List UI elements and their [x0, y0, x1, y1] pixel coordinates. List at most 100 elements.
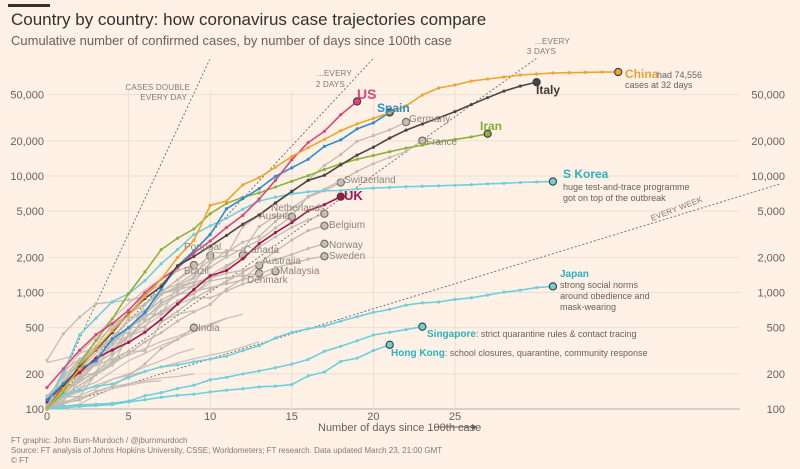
y-axis-left: 100 200 500 1,000 2,000 5,000 10,000 20,000 50,0… — [10, 90, 44, 416]
data-point-spain — [257, 186, 261, 191]
data-point-uk — [290, 220, 294, 225]
data-point-germany — [45, 394, 49, 398]
data-point-netherlands — [290, 225, 294, 229]
data-point-netherlands — [159, 301, 163, 306]
data-point-norway — [273, 258, 278, 262]
data-point-australia — [143, 340, 147, 344]
data-point-iran — [208, 212, 212, 216]
data-point-singapore — [290, 362, 294, 366]
data-point-malaysia — [257, 277, 261, 281]
data-point-hong-kong — [306, 374, 310, 378]
singapore-name: Singapore — [427, 329, 476, 340]
series-line-singapore — [46, 325, 423, 409]
label-denmark: Denmark — [247, 275, 289, 286]
data-point-austria — [175, 289, 180, 294]
data-point-italy — [388, 136, 392, 140]
note-japan-2: around obedience and — [560, 291, 650, 301]
label-hong-kong: Hong Kong: school closures, quarantine, … — [391, 348, 647, 359]
y-tick-label-left: 1,000 — [16, 288, 44, 300]
end-marker-norway — [320, 239, 329, 248]
data-point-canada — [61, 399, 65, 403]
data-point-germany — [175, 282, 180, 286]
data-point-japan — [175, 363, 180, 367]
data-point-norway — [290, 252, 294, 257]
data-point-austria — [110, 351, 114, 355]
y-tick-label-right: 50,000 — [751, 90, 785, 102]
data-point-singapore — [175, 386, 180, 391]
data-point-iran — [290, 179, 294, 183]
data-point-austria — [257, 238, 261, 242]
data-point-japan — [420, 301, 424, 305]
data-point-switzerland — [208, 251, 212, 255]
data-point-singapore — [404, 328, 408, 332]
label-norway: Norway — [329, 240, 363, 251]
data-point-netherlands — [306, 218, 310, 222]
data-point-singapore — [127, 399, 131, 403]
data-point-iran — [224, 201, 229, 205]
data-point-italy — [420, 122, 424, 126]
x-tick-label: 15 — [286, 411, 298, 423]
end-marker-france — [418, 136, 427, 145]
label-japan: Japan — [560, 269, 589, 280]
data-point-iran — [257, 191, 261, 195]
data-point-australia — [159, 331, 163, 335]
data-point-singapore — [388, 330, 392, 334]
data-point-italy — [486, 96, 490, 100]
data-point-italy — [355, 153, 359, 157]
data-point-us — [273, 178, 278, 182]
x-axis: 0 5 10 15 20 25 — [44, 411, 461, 423]
x-tick-label: 0 — [44, 411, 50, 423]
data-point-spain — [61, 382, 65, 386]
data-point-denmark — [241, 274, 245, 278]
guide-label-every-day-1: CASES DOUBLE — [125, 83, 190, 92]
data-point-belgium — [110, 357, 114, 361]
series-lines — [45, 67, 623, 411]
data-point-iran — [388, 150, 392, 154]
data-point-switzerland — [241, 240, 245, 244]
end-marker-s-korea — [548, 177, 558, 186]
data-point-uk — [175, 302, 180, 306]
data-point-china — [110, 329, 114, 333]
end-marker-germany — [401, 117, 411, 127]
data-point-france — [208, 261, 212, 265]
data-point-us — [257, 197, 261, 201]
series-s-korea — [45, 177, 558, 409]
x-tick-label: 25 — [449, 411, 461, 423]
data-point-spain — [306, 157, 310, 161]
series-other-29 — [46, 347, 195, 410]
data-point-france — [224, 248, 229, 253]
data-point-japan — [469, 296, 473, 300]
note-hong-kong: : school closures, quarantine, community… — [445, 348, 648, 358]
data-point-china — [175, 255, 180, 260]
data-point-s-korea — [175, 247, 180, 252]
data-point-us — [110, 321, 114, 326]
data-point-japan — [453, 297, 457, 301]
data-point-singapore — [208, 378, 212, 382]
data-point-china — [127, 313, 131, 317]
data-point-iran — [420, 143, 424, 147]
data-point-japan — [437, 300, 441, 304]
data-point-iran — [110, 317, 114, 321]
end-marker-singapore — [418, 322, 427, 331]
data-point-italy — [371, 145, 375, 149]
data-point-uk — [224, 268, 229, 273]
y-tick-label-right: 2,000 — [757, 252, 785, 264]
end-marker-netherlands — [320, 209, 329, 218]
y-tick-label-left: 2,000 — [16, 252, 44, 264]
data-point-us — [143, 291, 147, 295]
data-point-china — [388, 111, 392, 115]
data-point-belgium — [143, 349, 147, 353]
data-point-japan — [127, 376, 131, 380]
data-point-us — [127, 308, 131, 312]
data-point-hong-kong — [224, 388, 229, 392]
end-marker-uk — [336, 192, 345, 201]
label-spain: Spain — [377, 101, 410, 115]
data-point-uk — [159, 317, 163, 321]
data-point-australia — [192, 310, 196, 314]
data-point-iran — [453, 137, 457, 142]
label-us: US — [357, 86, 376, 102]
data-point-india — [78, 398, 82, 402]
data-point-italy — [192, 254, 196, 259]
data-point-malaysia — [110, 363, 114, 367]
data-point-italy — [224, 233, 229, 238]
